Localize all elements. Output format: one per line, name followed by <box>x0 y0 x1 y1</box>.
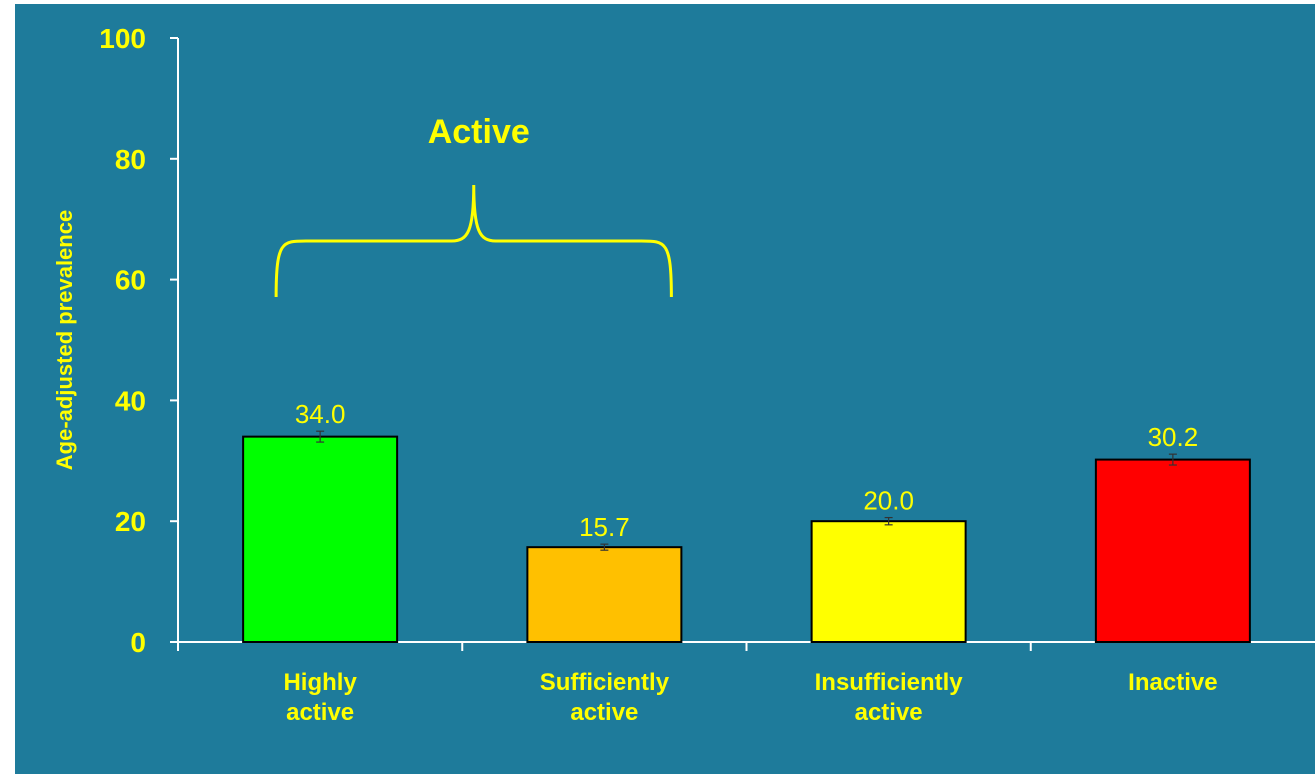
data-label: 20.0 <box>863 486 914 516</box>
bars-group: 34.0 15.7 20.0 30.2 <box>242 399 1251 644</box>
bar <box>810 520 967 644</box>
x-tick-label: Highly active <box>283 669 357 726</box>
data-label: 34.0 <box>295 399 346 429</box>
slide-background <box>15 4 1315 774</box>
bar <box>526 546 683 643</box>
y-tick-label: 40 <box>115 385 146 416</box>
active-annotation: Active <box>274 113 673 298</box>
error-bar <box>600 543 609 551</box>
error-bar <box>1168 453 1177 466</box>
data-label: 15.7 <box>579 512 630 542</box>
y-tick-label: 80 <box>115 144 146 175</box>
y-axis: 0 20 40 60 80 100 <box>99 23 179 658</box>
error-bar <box>884 516 893 526</box>
brace <box>274 184 673 298</box>
x-tick-label: Inactive <box>1128 669 1217 696</box>
x-tick-label: Sufficiently active <box>540 669 670 726</box>
y-tick-label: 60 <box>115 265 146 296</box>
data-label: 30.2 <box>1148 422 1199 452</box>
bar <box>242 435 399 644</box>
x-tick-label: Insufficiently active <box>815 669 964 726</box>
y-tick-label: 0 <box>130 627 146 658</box>
y-tick-label: 100 <box>99 23 146 54</box>
bar <box>1094 458 1251 644</box>
error-bar <box>316 430 325 443</box>
y-tick-label: 20 <box>115 506 146 537</box>
x-axis: Highly active Sufficiently active Insufficie… <box>177 641 1315 726</box>
annotation-label: Active <box>428 113 530 151</box>
y-axis-label: Age-adjusted prevalence <box>52 210 77 470</box>
